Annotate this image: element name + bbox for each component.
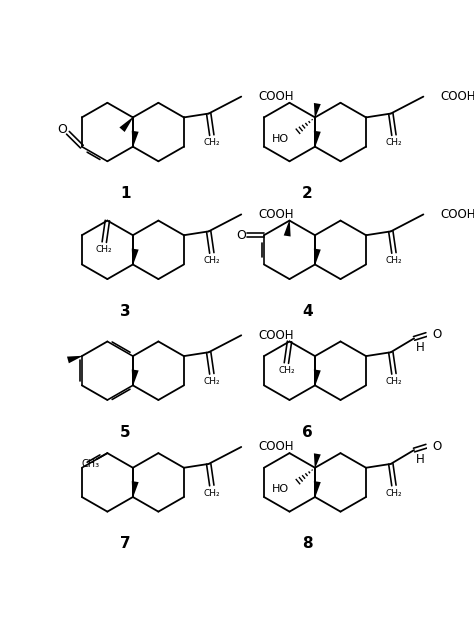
Text: CH₂: CH₂ xyxy=(385,138,402,147)
Text: CH₂: CH₂ xyxy=(96,245,113,254)
Text: O: O xyxy=(236,228,246,241)
Polygon shape xyxy=(284,220,291,236)
Polygon shape xyxy=(314,249,321,264)
Polygon shape xyxy=(132,131,139,147)
Polygon shape xyxy=(67,356,82,363)
Text: 7: 7 xyxy=(120,537,130,552)
Text: 8: 8 xyxy=(302,537,312,552)
Polygon shape xyxy=(132,481,139,497)
Text: COOH: COOH xyxy=(440,90,474,103)
Text: HO: HO xyxy=(272,484,289,495)
Text: COOH: COOH xyxy=(440,208,474,221)
Polygon shape xyxy=(314,481,321,497)
Text: CH₃: CH₃ xyxy=(81,459,100,469)
Polygon shape xyxy=(119,117,133,132)
Polygon shape xyxy=(314,370,321,386)
Text: CH₂: CH₂ xyxy=(278,366,295,375)
Text: H: H xyxy=(416,341,425,354)
Polygon shape xyxy=(314,103,321,118)
Text: CH₂: CH₂ xyxy=(385,488,402,498)
Polygon shape xyxy=(132,370,139,386)
Text: CH₂: CH₂ xyxy=(203,377,220,386)
Text: 1: 1 xyxy=(120,186,130,201)
Text: O: O xyxy=(433,439,442,452)
Text: H: H xyxy=(416,452,425,465)
Text: COOH: COOH xyxy=(258,329,294,342)
Polygon shape xyxy=(314,131,321,147)
Text: CH₂: CH₂ xyxy=(203,138,220,147)
Polygon shape xyxy=(314,453,321,468)
Text: CH₂: CH₂ xyxy=(385,256,402,265)
Text: COOH: COOH xyxy=(258,208,294,221)
Text: 4: 4 xyxy=(302,304,312,319)
Text: 3: 3 xyxy=(120,304,130,319)
Text: 6: 6 xyxy=(302,425,313,440)
Text: 5: 5 xyxy=(120,425,130,440)
Text: CH₂: CH₂ xyxy=(385,377,402,386)
Text: COOH: COOH xyxy=(258,90,294,103)
Text: 2: 2 xyxy=(302,186,313,201)
Text: O: O xyxy=(433,328,442,341)
Text: COOH: COOH xyxy=(258,441,294,454)
Text: CH₂: CH₂ xyxy=(203,256,220,265)
Text: O: O xyxy=(57,123,67,136)
Text: HO: HO xyxy=(272,134,289,144)
Text: CH₂: CH₂ xyxy=(203,488,220,498)
Polygon shape xyxy=(132,249,139,264)
